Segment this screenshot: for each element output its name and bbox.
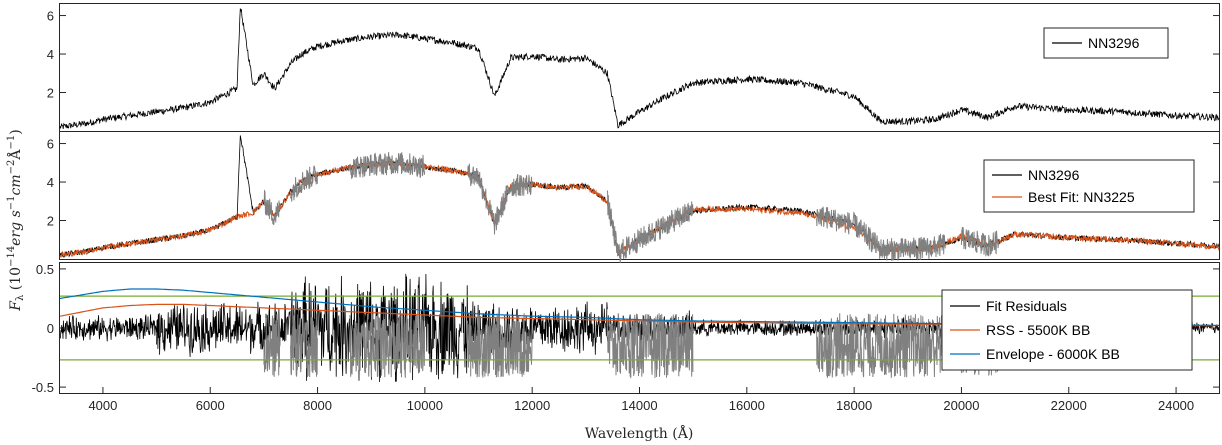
middle-masked-region bbox=[263, 189, 281, 226]
panel-middle: 2 4 6 NN3296 Best Fit: NN3225 bbox=[47, 135, 1220, 263]
middle-masked-region bbox=[606, 190, 694, 263]
y-label-exp4: −1 bbox=[6, 135, 17, 150]
panel-top: 2 4 6 NN3296 bbox=[47, 8, 1220, 129]
bottom-ytick-label: 0.5 bbox=[36, 262, 54, 277]
x-axis-label: Wavelength (Å) bbox=[585, 424, 694, 442]
bottom-xtick-label: 6000 bbox=[196, 398, 225, 413]
bottom-xtick-label: 16000 bbox=[729, 398, 765, 413]
bottom-legend-label: Envelope - 6000K BB bbox=[986, 346, 1120, 362]
middle-masked-region bbox=[386, 152, 426, 178]
bottom-legend bbox=[941, 289, 1193, 371]
middle-masked-region bbox=[349, 152, 388, 179]
bottom-xtick-label: 12000 bbox=[514, 398, 550, 413]
middle-masked-region bbox=[467, 163, 533, 235]
bottom-masked-residuals bbox=[290, 313, 318, 378]
middle-ytick-label: 4 bbox=[47, 175, 54, 190]
y-label-exp3: −2 bbox=[6, 160, 17, 175]
middle-legend bbox=[983, 159, 1195, 213]
y-label-rest: (10 bbox=[8, 267, 24, 295]
y-label-exp1: −14 bbox=[6, 246, 17, 267]
top-ytick-label: 2 bbox=[47, 86, 54, 101]
y-label-mid2: cm bbox=[8, 174, 24, 195]
middle-masked-region bbox=[816, 206, 946, 261]
bottom-masked-residuals bbox=[263, 313, 281, 377]
bottom-masked-residuals bbox=[467, 313, 533, 378]
bottom-masked-residuals bbox=[606, 313, 694, 379]
middle-legend-label: Best Fit: NN3225 bbox=[1028, 189, 1135, 205]
top-series-nn3296 bbox=[59, 8, 1220, 129]
bottom-xtick-label: 24000 bbox=[1158, 398, 1194, 413]
bottom-ytick-label: 0 bbox=[47, 321, 54, 336]
bottom-xtick-label: 14000 bbox=[621, 398, 657, 413]
top-legend bbox=[1043, 27, 1169, 59]
panel-bottom: -0.5 0 0.5 4000 6000 8000 10000 12000 14000 16000… bbox=[32, 262, 1220, 413]
bottom-xtick-label: 20000 bbox=[943, 398, 979, 413]
y-label-mid: erg s bbox=[8, 210, 24, 246]
bottom-ytick-label: -0.5 bbox=[32, 380, 54, 395]
y-label-exp2: −1 bbox=[6, 195, 17, 210]
middle-legend-label: NN3296 bbox=[1028, 167, 1080, 183]
bottom-xtick-label: 18000 bbox=[836, 398, 872, 413]
bottom-residuals bbox=[59, 314, 157, 342]
bottom-xtick-label: 22000 bbox=[1051, 398, 1087, 413]
middle-masked-region bbox=[960, 227, 1000, 257]
y-axis-label: Fλ (10−14erg s−1cm−2Å−1) bbox=[6, 129, 26, 311]
bottom-legend-label: Fit Residuals bbox=[986, 298, 1067, 314]
bottom-xtick-label: 4000 bbox=[88, 398, 117, 413]
bottom-xtick-label: 10000 bbox=[407, 398, 443, 413]
bottom-legend-label: RSS - 5500K BB bbox=[986, 322, 1090, 338]
bottom-masked-residuals bbox=[349, 313, 388, 378]
top-ytick-label: 6 bbox=[47, 9, 54, 24]
middle-ytick-label: 2 bbox=[47, 214, 54, 229]
top-ytick-label: 4 bbox=[47, 47, 54, 62]
bottom-xtick-label: 8000 bbox=[303, 398, 332, 413]
bottom-masked-residuals bbox=[816, 313, 946, 378]
top-legend-label: NN3296 bbox=[1088, 35, 1140, 51]
panel-middle-frame bbox=[59, 131, 1220, 260]
panel-bottom-frame bbox=[59, 262, 1220, 394]
y-label-f: F bbox=[8, 300, 24, 312]
middle-ytick-label: 6 bbox=[47, 137, 54, 152]
bottom-masked-residuals bbox=[386, 313, 426, 378]
y-label-sub: λ bbox=[15, 294, 26, 301]
y-label-mid3: Å bbox=[6, 149, 24, 161]
y-label-end: ) bbox=[8, 129, 24, 134]
middle-masked-region bbox=[290, 165, 318, 202]
